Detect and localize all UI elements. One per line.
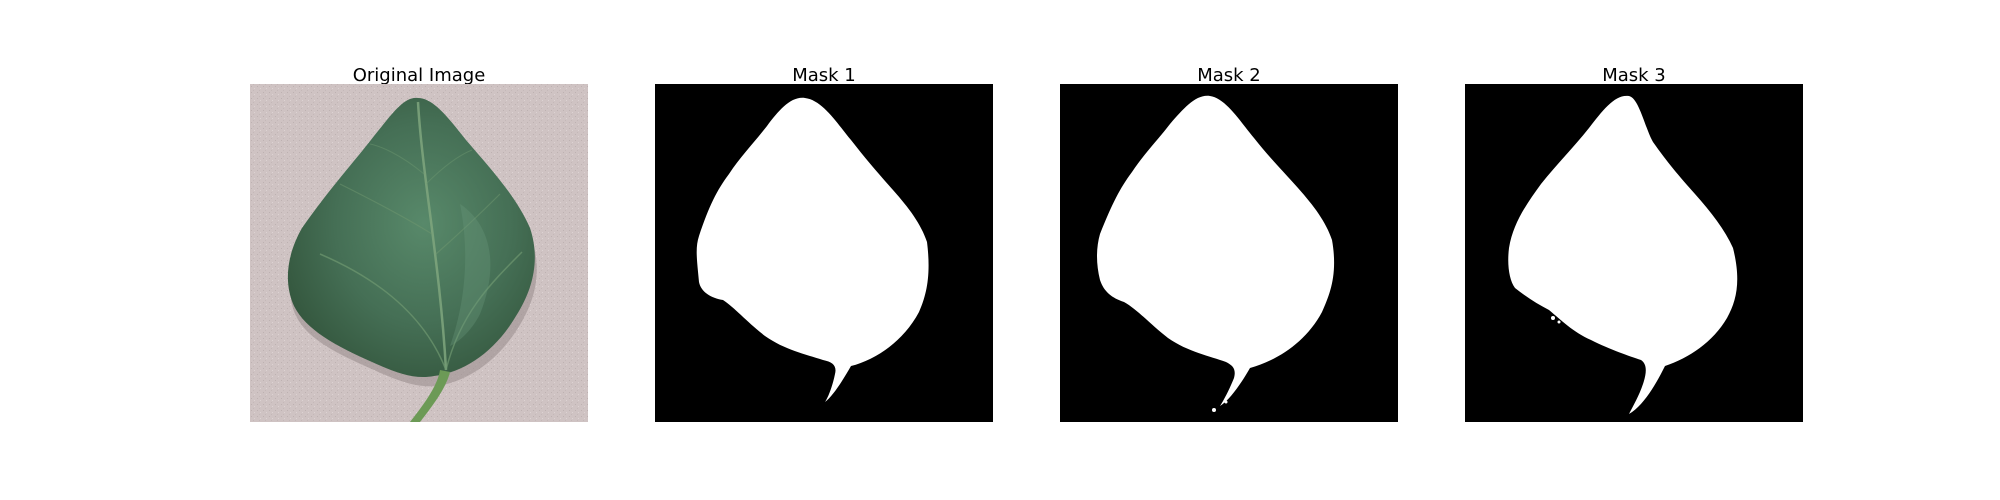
leaf-photo [250,84,588,422]
leaf-stem [410,370,450,422]
mask-shape [1097,95,1335,406]
mask-image [1060,84,1398,422]
mask-image [1465,84,1803,422]
panel-original-image: Original Image [250,65,588,422]
mask-shape [696,97,929,402]
panel-title: Mask 2 [1197,65,1261,86]
panel-title: Mask 1 [792,65,856,86]
panel-title: Mask 3 [1602,65,1666,86]
panel-mask-1: Mask 1 [655,65,993,422]
mask-shape [1508,95,1738,415]
panel-mask-2: Mask 2 [1060,65,1398,422]
mask-image [655,84,993,422]
panel-mask-3: Mask 3 [1465,65,1803,422]
panel-title: Original Image [352,65,486,86]
